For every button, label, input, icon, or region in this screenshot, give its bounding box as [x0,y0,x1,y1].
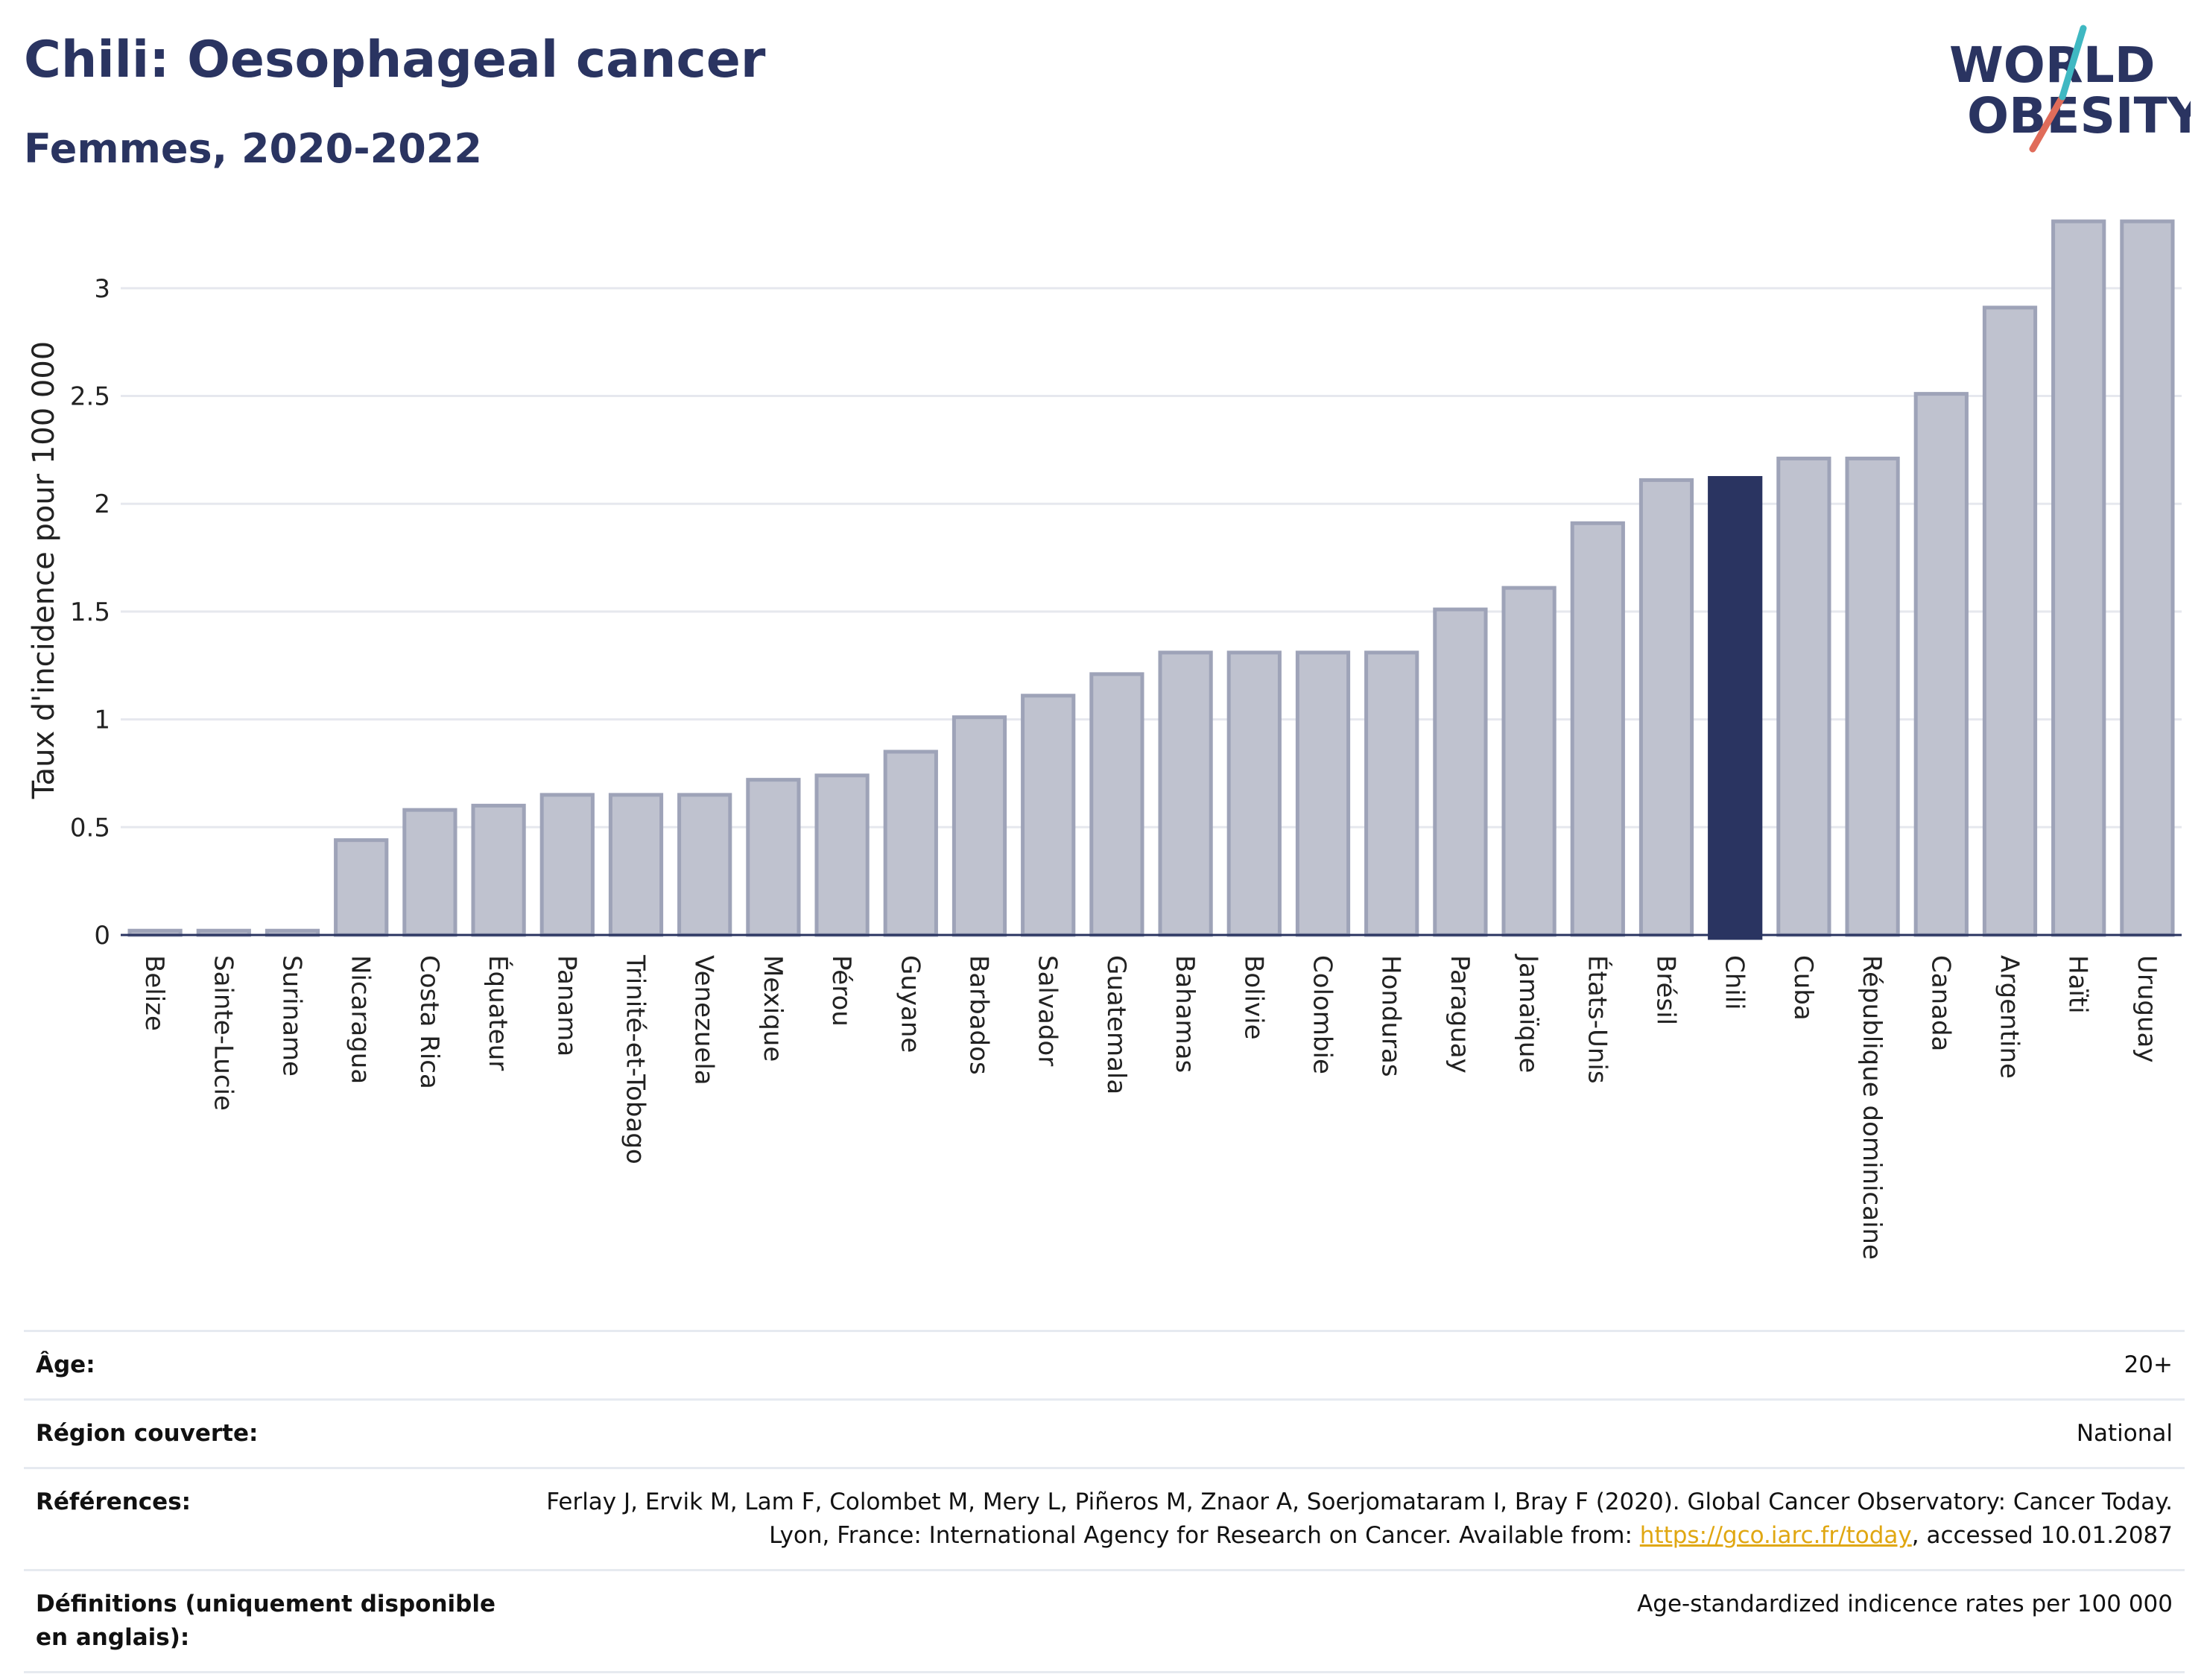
x-tick-label: Trinité-et-Tobago [621,954,650,1164]
y-tick-label: 3 [94,274,110,304]
bar [1982,305,2038,937]
info-row-age: Âge: 20+ [24,1330,2185,1400]
bar [402,808,457,937]
info-row-definitions: Définitions (uniquement disponible en an… [24,1568,2185,1673]
x-tick-label: Cuba [1788,955,1818,1021]
x-tick-label: Argentine [1995,955,2024,1079]
x-tick-label: Panama [551,955,581,1056]
references-text: Ferlay J, Ervik M, Lam F, Colombet M, Me… [546,1488,2173,1549]
y-tick-label: 1.5 [70,597,110,627]
bar [1295,650,1351,937]
age-label: Âge: [24,1330,525,1400]
bar [608,793,664,937]
bar-chart: 0 0.5 1 1.5 2 2.5 3 Belize Sainte-Lucie Suriname… [27,219,2182,1260]
bar [677,793,732,937]
bar [1638,478,1694,937]
x-axis-labels: Belize Sainte-Lucie Suriname Nicaragua Costa… [139,954,2162,1260]
bar [1708,475,1763,940]
y-tick-label: 2 [94,489,110,519]
logo-slash-teal [2059,25,2087,101]
x-tick-label: Venezuela [689,955,719,1085]
bar [1776,456,1831,937]
bar [1021,694,1076,937]
x-tick-label: Brésil [1651,955,1681,1025]
gridlines [121,287,2182,828]
x-tick-label: Équateur [483,955,513,1071]
info-row-region: Région couverte: National [24,1398,2185,1468]
bar [1501,586,1557,937]
logo-line2: OBESITY [1967,87,2191,145]
bar [2120,219,2175,937]
x-tick-label: Pérou [826,955,856,1027]
x-tick-label: Nicaragua [346,955,376,1084]
x-tick-label: Honduras [1376,955,1406,1077]
definitions-label: Définitions (uniquement disponible en an… [24,1568,525,1673]
x-tick-label: Colombie [1308,955,1337,1074]
chart-subtitle: Femmes, 2020-2022 [24,125,482,172]
logo-line1: WORLD [1949,37,2156,94]
x-tick-label: États-Unis [1582,955,1612,1084]
bar [883,749,938,937]
x-tick-label: Bolivie [1238,955,1268,1040]
y-tick-label: 2.5 [70,382,110,412]
x-tick-label: Guyane [895,955,925,1053]
x-tick-label: Mexique [758,955,788,1062]
x-tick-label: Belize [139,955,169,1031]
x-tick-label: Paraguay [1445,955,1475,1074]
bar [1570,521,1625,937]
y-tick-label: 1 [94,706,110,735]
bar [1226,650,1282,937]
y-axis-title: Taux d'incidence pour 100 000 [27,341,61,799]
x-tick-label: Canada [1925,955,1955,1051]
y-tick-label: 0.5 [70,813,110,843]
bar [539,793,595,937]
bar [1433,607,1488,937]
chart-title: Chili: Oesophageal cancer [24,31,766,89]
references-label: Références: [24,1466,525,1570]
references-value: Ferlay J, Ervik M, Lam F, Colombet M, Me… [525,1466,2185,1570]
bar [1913,392,1969,937]
logo-slash-red [2029,93,2066,153]
bars [127,219,2175,940]
region-value: National [525,1398,2185,1468]
bar [471,803,526,937]
bar [2051,219,2106,937]
references-link[interactable]: https://gco.iarc.fr/today [1639,1521,1912,1549]
x-tick-label: Jamaïque [1513,954,1543,1073]
x-tick-label: Chili [1720,955,1749,1010]
x-tick-label: Bahamas [1170,955,1200,1073]
region-label: Région couverte: [24,1398,525,1468]
bar [1845,456,1900,937]
bar [1158,650,1213,937]
bar [814,773,870,937]
bar [1089,672,1144,937]
x-tick-label: Salvador [1033,955,1063,1066]
x-tick-label: Suriname [277,955,307,1077]
bar [334,838,389,937]
x-tick-label: Sainte-Lucie [208,955,238,1111]
info-table: Âge: 20+ Région couverte: National Référ… [24,1330,2185,1673]
x-tick-label: Guatemala [1101,955,1131,1094]
y-axis-ticks: 0 0.5 1 1.5 2 2.5 3 [70,274,110,951]
bar [1364,650,1419,937]
references-suffix: , accessed 10.01.2087 [1911,1521,2173,1549]
x-tick-label: Uruguay [2132,955,2162,1063]
bar [951,715,1007,937]
bar [746,778,801,937]
x-tick-label: République dominicaine [1857,955,1887,1260]
y-tick-label: 0 [94,921,110,951]
world-obesity-logo: WORLD OBESITY [1949,25,2191,153]
x-tick-label: Barbados [964,955,994,1075]
x-tick-label: Costa Rica [414,955,444,1089]
info-row-references: Références: Ferlay J, Ervik M, Lam F, Co… [24,1466,2185,1570]
age-value: 20+ [525,1330,2185,1400]
x-tick-label: Haïti [2063,955,2093,1014]
definitions-value: Age-standardized indicence rates per 100… [525,1568,2185,1673]
